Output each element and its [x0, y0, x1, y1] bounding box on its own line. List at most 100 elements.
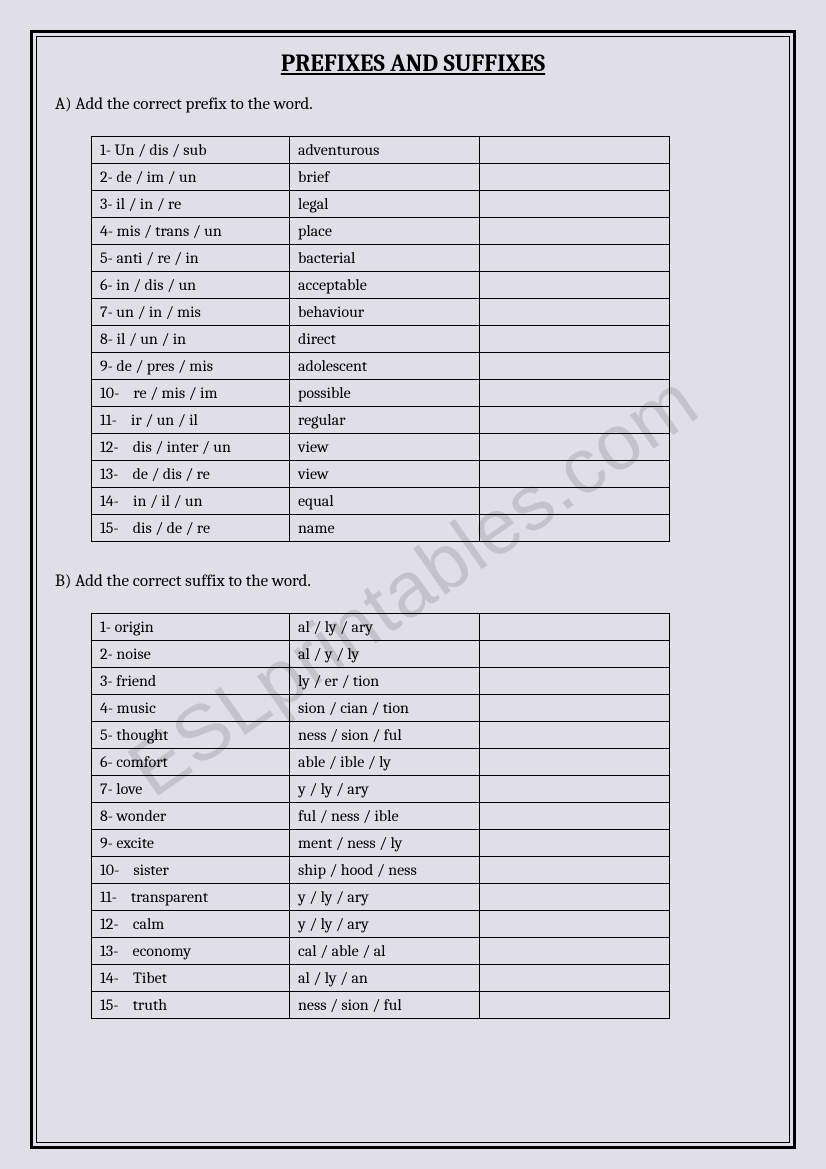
answer-cell[interactable] [480, 884, 670, 911]
prefix-options-cell: 6- in / dis / un [92, 272, 290, 299]
suffix-options-cell: cal / able / al [290, 938, 480, 965]
answer-cell[interactable] [480, 488, 670, 515]
prefix-options-cell: 9- de / pres / mis [92, 353, 290, 380]
table-row: 13- economycal / able / al [92, 938, 670, 965]
table-row: 3- friendly / er / tion [92, 668, 670, 695]
prefix-options-cell: 15- dis / de / re [92, 515, 290, 542]
table-row: 3- il / in / relegal [92, 191, 670, 218]
page-frame-inner: PREFIXES AND SUFFIXES A) Add the correct… [36, 36, 790, 1143]
word-cell: 12- calm [92, 911, 290, 938]
answer-cell[interactable] [480, 245, 670, 272]
answer-cell[interactable] [480, 614, 670, 641]
answer-cell[interactable] [480, 380, 670, 407]
answer-cell[interactable] [480, 857, 670, 884]
table-row: 15- dis / de / rename [92, 515, 670, 542]
suffix-options-cell: ful / ness / ible [290, 803, 480, 830]
word-cell: 14- Tibet [92, 965, 290, 992]
answer-cell[interactable] [480, 911, 670, 938]
table-row: 1- original / ly / ary [92, 614, 670, 641]
word-cell: view [290, 461, 480, 488]
section-b-prompt: B) Add the correct suffix to the word. [55, 572, 773, 591]
table-row: 8- il / un / indirect [92, 326, 670, 353]
word-cell: 7- love [92, 776, 290, 803]
word-cell: place [290, 218, 480, 245]
word-cell: regular [290, 407, 480, 434]
answer-cell[interactable] [480, 830, 670, 857]
suffix-options-cell: al / ly / an [290, 965, 480, 992]
word-cell: name [290, 515, 480, 542]
answer-cell[interactable] [480, 434, 670, 461]
table-row: 9- excitement / ness / ly [92, 830, 670, 857]
section-a-table: 1- Un / dis / subadventurous2- de / im /… [91, 136, 670, 542]
word-cell: 5- thought [92, 722, 290, 749]
suffix-options-cell: al / ly / ary [290, 614, 480, 641]
answer-cell[interactable] [480, 749, 670, 776]
answer-cell[interactable] [480, 938, 670, 965]
table-row: 11- transparenty / ly / ary [92, 884, 670, 911]
word-cell: acceptable [290, 272, 480, 299]
word-cell: 13- economy [92, 938, 290, 965]
table-row: 8- wonderful / ness / ible [92, 803, 670, 830]
table-row: 14- Tibetal / ly / an [92, 965, 670, 992]
answer-cell[interactable] [480, 272, 670, 299]
page-title: PREFIXES AND SUFFIXES [53, 49, 773, 77]
answer-cell[interactable] [480, 695, 670, 722]
word-cell: brief [290, 164, 480, 191]
answer-cell[interactable] [480, 668, 670, 695]
word-cell: possible [290, 380, 480, 407]
prefix-options-cell: 7- un / in / mis [92, 299, 290, 326]
answer-cell[interactable] [480, 776, 670, 803]
word-cell: 11- transparent [92, 884, 290, 911]
word-cell: 4- music [92, 695, 290, 722]
prefix-options-cell: 13- de / dis / re [92, 461, 290, 488]
word-cell: 3- friend [92, 668, 290, 695]
answer-cell[interactable] [480, 515, 670, 542]
table-row: 9- de / pres / misadolescent [92, 353, 670, 380]
answer-cell[interactable] [480, 299, 670, 326]
answer-cell[interactable] [480, 353, 670, 380]
answer-cell[interactable] [480, 722, 670, 749]
answer-cell[interactable] [480, 164, 670, 191]
suffix-options-cell: al / y / ly [290, 641, 480, 668]
suffix-options-cell: ment / ness / ly [290, 830, 480, 857]
answer-cell[interactable] [480, 965, 670, 992]
answer-cell[interactable] [480, 461, 670, 488]
table-row: 6- comfortable / ible / ly [92, 749, 670, 776]
word-cell: 10- sister [92, 857, 290, 884]
prefix-options-cell: 10- re / mis / im [92, 380, 290, 407]
table-row: 2- noiseal / y / ly [92, 641, 670, 668]
suffix-options-cell: ship / hood / ness [290, 857, 480, 884]
suffix-options-cell: ly / er / tion [290, 668, 480, 695]
prefix-options-cell: 1- Un / dis / sub [92, 137, 290, 164]
word-cell: 1- origin [92, 614, 290, 641]
answer-cell[interactable] [480, 407, 670, 434]
prefix-options-cell: 3- il / in / re [92, 191, 290, 218]
word-cell: 15- truth [92, 992, 290, 1019]
table-row: 12- calmy / ly / ary [92, 911, 670, 938]
table-row: 13- de / dis / review [92, 461, 670, 488]
table-row: 7- un / in / misbehaviour [92, 299, 670, 326]
answer-cell[interactable] [480, 137, 670, 164]
word-cell: behaviour [290, 299, 480, 326]
table-row: 7- lovey / ly / ary [92, 776, 670, 803]
answer-cell[interactable] [480, 191, 670, 218]
prefix-options-cell: 12- dis / inter / un [92, 434, 290, 461]
table-row: 4- mis / trans / unplace [92, 218, 670, 245]
word-cell: adolescent [290, 353, 480, 380]
answer-cell[interactable] [480, 218, 670, 245]
answer-cell[interactable] [480, 326, 670, 353]
prefix-options-cell: 11- ir / un / il [92, 407, 290, 434]
word-cell: direct [290, 326, 480, 353]
word-cell: 9- excite [92, 830, 290, 857]
table-row: 5- anti / re / inbacterial [92, 245, 670, 272]
table-row: 10- re / mis / impossible [92, 380, 670, 407]
table-row: 10- sistership / hood / ness [92, 857, 670, 884]
word-cell: equal [290, 488, 480, 515]
table-row: 11- ir / un / ilregular [92, 407, 670, 434]
table-row: 12- dis / inter / unview [92, 434, 670, 461]
answer-cell[interactable] [480, 992, 670, 1019]
answer-cell[interactable] [480, 803, 670, 830]
answer-cell[interactable] [480, 641, 670, 668]
word-cell: 8- wonder [92, 803, 290, 830]
suffix-options-cell: ness / sion / ful [290, 722, 480, 749]
